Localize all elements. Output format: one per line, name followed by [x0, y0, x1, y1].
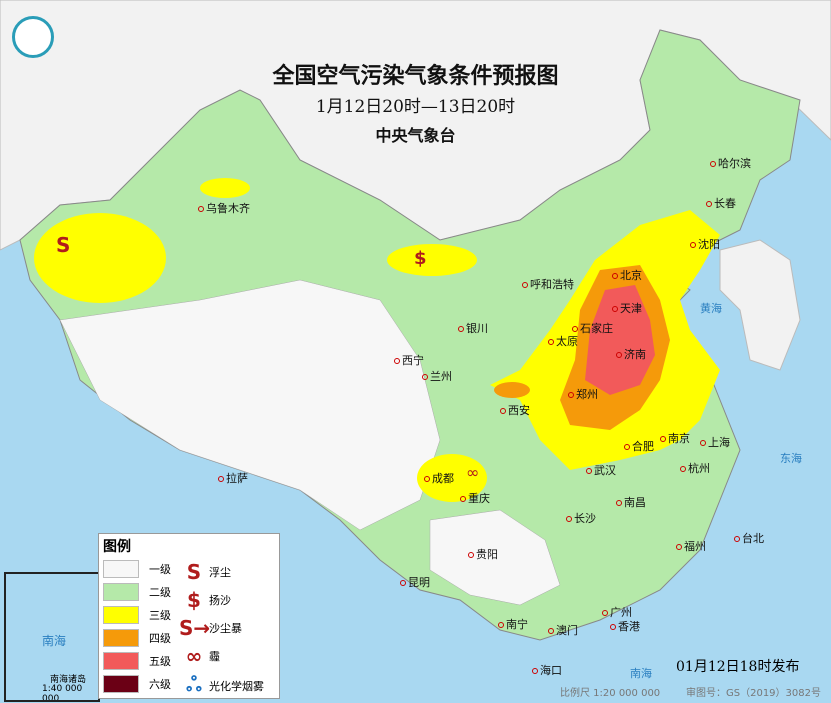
map-scale: 比例尺 1:20 000 000 — [560, 688, 661, 699]
legend-symbol-label: 光化学烟雾 — [209, 679, 264, 693]
legend-symbol: S→ 沙尘暴 — [179, 616, 242, 640]
city-label: 沈阳 — [690, 236, 720, 252]
city-label: 福州 — [676, 538, 706, 554]
level3-xinjiang — [34, 213, 166, 303]
city-label: 杭州 — [680, 460, 710, 476]
legend-symbol-label: 扬沙 — [209, 594, 231, 607]
map-approval-number: 审图号：GS（2019）3082号 — [686, 688, 821, 699]
level1-west — [59, 279, 441, 531]
legend-symbol: $ 扬沙 — [179, 588, 231, 612]
legend-symbol: ஃ 光化学烟雾 — [179, 672, 264, 699]
city-label: 长沙 — [566, 510, 596, 526]
legend-swatch — [103, 583, 139, 601]
floating-dust-icon: S — [56, 233, 70, 257]
logo — [12, 16, 54, 58]
city-label: 哈尔滨 — [710, 155, 751, 171]
blowing-sand-icon: $ — [414, 248, 427, 269]
legend-swatch — [103, 560, 139, 578]
city-label: 银川 — [458, 320, 488, 336]
city-label: 南宁 — [498, 616, 528, 632]
sea-label: 黄海 — [700, 302, 722, 315]
legend-title: 图例 — [103, 539, 131, 555]
city-label: 石家庄 — [572, 320, 613, 336]
issuer: 中央气象台 — [375, 126, 456, 145]
map-title: 全国空气污染气象条件预报图 — [272, 64, 559, 89]
legend-level-label: 二级 — [149, 586, 171, 599]
sea-label: 东海 — [780, 452, 802, 465]
city-label: 重庆 — [460, 490, 490, 506]
city-label: 长春 — [706, 195, 736, 211]
legend-level: 五级 — [103, 652, 171, 670]
city-label: 南昌 — [616, 494, 646, 510]
city-label: 台北 — [734, 530, 764, 546]
legend-symbol: S 浮尘 — [179, 560, 231, 584]
south-china-sea-inset: 南海 南海诸岛 1:40 000 000 — [4, 572, 100, 702]
city-label: 广州 — [602, 604, 632, 620]
city-label: 郑州 — [568, 386, 598, 402]
city-label: 呼和浩特 — [522, 276, 574, 292]
inset-scale: 1:40 000 000 — [42, 684, 83, 702]
level4-xian — [494, 382, 530, 398]
floating-dust-icon: S — [186, 560, 202, 584]
city-label: 北京 — [612, 267, 642, 283]
haze-icon: ∞ — [466, 463, 479, 482]
city-label: 西宁 — [394, 352, 424, 368]
city-label: 海口 — [532, 662, 562, 678]
city-label: 昆明 — [400, 574, 430, 590]
city-label: 西安 — [500, 402, 530, 418]
legend-level-label: 三级 — [149, 609, 171, 622]
legend-level-label: 四级 — [149, 632, 171, 645]
city-label: 澳门 — [548, 622, 578, 638]
photochemical-smog-icon: ஃ — [186, 672, 202, 696]
city-label: 香港 — [610, 618, 640, 634]
legend-level: 三级 — [103, 606, 171, 624]
city-label: 上海 — [700, 434, 730, 450]
city-label: 成都 — [424, 470, 454, 486]
level3-urumqi — [200, 178, 250, 198]
city-label: 拉萨 — [218, 470, 248, 486]
sandstorm-icon: S→ — [179, 616, 211, 640]
city-label: 武汉 — [586, 462, 616, 478]
city-label: 太原 — [548, 333, 578, 349]
blowing-sand-icon: $ — [187, 588, 201, 612]
legend-level: 六级 — [103, 675, 171, 693]
legend-swatch — [103, 606, 139, 624]
legend-symbol-label: 沙尘暴 — [209, 622, 242, 635]
city-label: 天津 — [612, 300, 642, 316]
legend-swatch — [103, 629, 139, 647]
city-label: 兰州 — [422, 368, 452, 384]
city-label: 乌鲁木齐 — [198, 200, 250, 216]
legend-level: 二级 — [103, 583, 171, 601]
city-label: 贵阳 — [468, 546, 498, 562]
inset-sea-label: 南海 — [42, 634, 67, 648]
legend-level-label: 一级 — [149, 563, 171, 576]
legend-level-label: 五级 — [149, 655, 171, 668]
legend-level: 一级 — [103, 560, 171, 578]
legend-level-label: 六级 — [149, 678, 171, 691]
haze-icon: ∞ — [185, 644, 203, 668]
city-label: 南京 — [660, 430, 690, 446]
legend: 图例 一级 二级 三级 四级 五级 六级 S 浮尘 $ 扬沙 S→ 沙尘暴 ∞ 霾 ஃ 光化学烟雾 — [98, 533, 280, 699]
legend-symbol: ∞ 霾 — [179, 644, 220, 668]
level3-inner-mongolia — [387, 244, 477, 276]
legend-symbol-label: 浮尘 — [209, 566, 231, 579]
legend-symbol-label: 霾 — [209, 650, 220, 663]
inset-islands-label: 南海诸岛 — [50, 675, 87, 685]
issued-time: 01月12日18时发布 — [676, 659, 800, 675]
korea — [719, 239, 801, 371]
legend-swatch — [103, 652, 139, 670]
city-label: 合肥 — [624, 438, 654, 454]
sea-label: 南海 — [630, 667, 652, 680]
legend-level: 四级 — [103, 629, 171, 647]
map-subtitle: 1月12日20时—13日20时 — [315, 97, 516, 117]
city-label: 济南 — [616, 346, 646, 362]
legend-swatch — [103, 675, 139, 693]
